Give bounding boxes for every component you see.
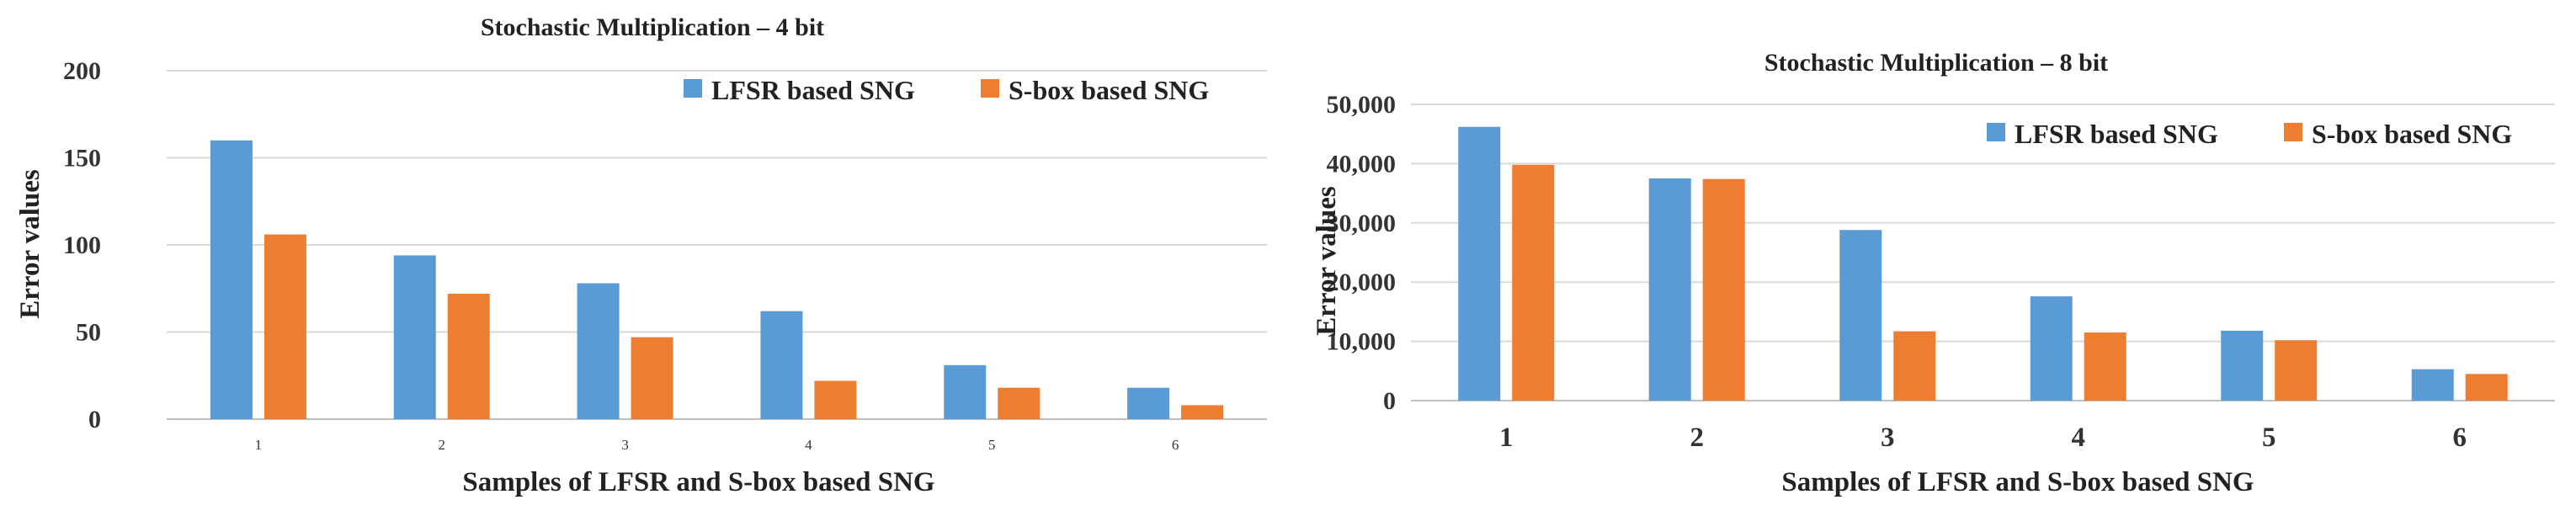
- y-tick-label: 0: [88, 406, 101, 433]
- x-tick-label: 3: [621, 437, 629, 453]
- y-tick-label: 40,000: [1327, 150, 1397, 178]
- bar: [998, 387, 1041, 419]
- legend-label: S-box based SNG: [1009, 75, 1209, 105]
- bar: [210, 140, 253, 420]
- y-axis-label: Error values: [15, 169, 45, 319]
- y-tick-label: 50: [76, 319, 101, 347]
- bar: [1458, 126, 1501, 401]
- bar: [1839, 230, 1882, 401]
- bar: [447, 293, 490, 419]
- legend-swatch: [684, 79, 702, 98]
- x-tick-label: 1: [255, 437, 263, 453]
- bar: [2411, 369, 2454, 401]
- y-axis-label: Error values: [1312, 186, 1342, 336]
- bar: [944, 364, 987, 419]
- bar: [577, 283, 620, 419]
- legend-swatch: [981, 79, 999, 98]
- x-tick-label: 2: [1690, 423, 1705, 453]
- legend-swatch: [2284, 123, 2302, 141]
- bar: [760, 311, 803, 419]
- chart-title: Stochastic Multiplication – 4 bit: [481, 13, 824, 41]
- y-tick-label: 30,000: [1327, 210, 1397, 237]
- y-tick-label: 20,000: [1327, 268, 1397, 296]
- x-tick-label: 5: [988, 437, 996, 453]
- y-tick-label: 0: [1383, 387, 1396, 415]
- x-tick-label: 4: [805, 437, 812, 453]
- bar: [1127, 387, 1170, 419]
- bar: [1181, 405, 1224, 419]
- chart-8bit-svg: Stochastic Multiplication – 8 bit 0 10,000…: [1312, 49, 2555, 497]
- x-tick-label: 6: [2453, 423, 2467, 453]
- legend-label: LFSR based SNG: [2014, 119, 2218, 149]
- bar: [2084, 332, 2126, 401]
- y-tick-label: 50,000: [1327, 91, 1397, 119]
- x-tick-label: 4: [2072, 423, 2086, 453]
- x-tick-label: 1: [1499, 423, 1514, 453]
- chart-title: Stochastic Multiplication – 8 bit: [1764, 49, 2108, 77]
- bar: [1893, 331, 1936, 401]
- x-tick-label: 2: [439, 437, 446, 453]
- y-tick-label: 200: [63, 57, 101, 85]
- chart-4bit-svg: Stochastic Multiplication – 4 bit 0 50 100 1…: [15, 13, 1267, 497]
- x-tick-label: 6: [1172, 437, 1179, 453]
- bar: [1512, 164, 1555, 401]
- bar: [2221, 330, 2264, 401]
- x-tick-label: 3: [1881, 423, 1895, 453]
- bar: [1702, 178, 1745, 401]
- bar: [2030, 296, 2073, 401]
- y-tick-label: 100: [63, 231, 101, 259]
- bar: [263, 234, 306, 419]
- y-tick-label: 150: [63, 145, 101, 173]
- bar: [393, 255, 436, 419]
- x-axis-label: Samples of LFSR and S-box based SNG: [1781, 467, 2254, 497]
- bar: [2275, 340, 2318, 401]
- bar: [2465, 374, 2508, 401]
- bar: [631, 337, 673, 419]
- legend-label: S-box based SNG: [2312, 119, 2512, 149]
- x-tick-label: 5: [2262, 423, 2276, 453]
- bar: [814, 380, 857, 419]
- chart-8bit: Stochastic Multiplication – 8 bit 0 10,000…: [1288, 0, 2576, 505]
- x-axis-label: Samples of LFSR and S-box based SNG: [462, 467, 934, 497]
- legend-label: LFSR based SNG: [711, 75, 915, 105]
- chart-4bit: Stochastic Multiplication – 4 bit 0 50 100 1…: [15, 13, 1267, 497]
- legend-swatch: [1987, 123, 2005, 141]
- bar: [1648, 178, 1691, 401]
- y-tick-label: 10,000: [1327, 328, 1397, 356]
